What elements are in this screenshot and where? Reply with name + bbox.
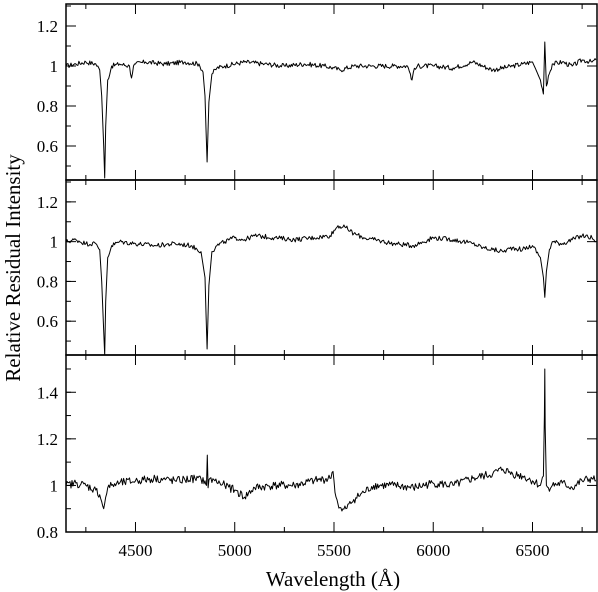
- y-tick-label: 1: [50, 476, 59, 495]
- y-tick-label: 1.4: [37, 383, 59, 402]
- y-tick-label: 0.8: [37, 272, 58, 291]
- x-tick-label: 6500: [515, 541, 549, 560]
- spectrum-line: [65, 41, 597, 179]
- y-tick-label: 0.8: [37, 523, 58, 542]
- spectrum-panel-1: 0.6 0.8 1 1.2: [37, 3, 598, 181]
- spectrum-line: [65, 368, 597, 512]
- x-axis-title: Wavelength (Å): [266, 567, 400, 591]
- spectrum-panel-2: 0.6 0.8 1 1.2: [37, 179, 598, 356]
- y-tick-label: 0.6: [37, 137, 58, 156]
- x-tick-label: 5500: [317, 541, 351, 560]
- spectrum-line: [65, 224, 597, 356]
- y-tick-label: 0.6: [37, 312, 58, 331]
- y-tick-label: 1: [50, 57, 59, 76]
- x-tick-label: 4500: [118, 541, 152, 560]
- y-tick-label: 1.2: [37, 430, 58, 449]
- spectrum-panel-3: 0.8 1 1.2 1.4 4500 5000 5500 6000 6500: [37, 354, 598, 560]
- y-tick-label: 1.2: [37, 193, 58, 212]
- panel-frame: [65, 3, 598, 181]
- y-tick-label: 1: [50, 233, 59, 252]
- y-tick-label: 1.2: [37, 17, 58, 36]
- y-tick-label: 0.8: [37, 97, 58, 116]
- y-axis-title: Relative Residual Intensity: [1, 154, 25, 382]
- x-tick-label: 5000: [218, 541, 252, 560]
- panel-frame: [65, 354, 598, 533]
- panel-frame: [65, 179, 598, 356]
- x-tick-label: 6000: [416, 541, 450, 560]
